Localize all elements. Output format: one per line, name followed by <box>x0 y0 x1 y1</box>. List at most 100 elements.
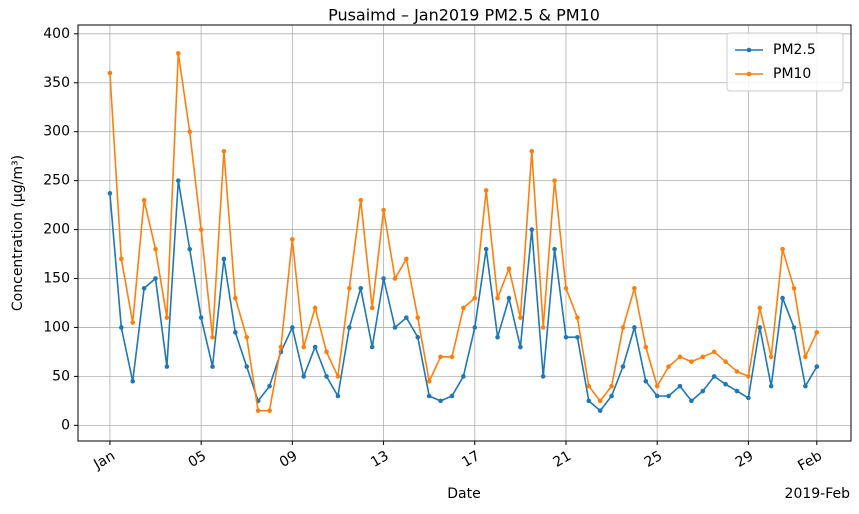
point <box>609 393 614 399</box>
legend-label: PM10 <box>773 66 811 82</box>
point <box>369 305 375 311</box>
point <box>746 395 751 401</box>
point <box>689 398 694 404</box>
point <box>768 383 774 389</box>
x-tick-label: 17 <box>459 448 482 471</box>
point <box>495 295 500 301</box>
point <box>723 359 728 365</box>
point <box>791 325 797 330</box>
point <box>803 354 808 360</box>
point <box>335 393 341 399</box>
point <box>187 129 193 134</box>
y-tick-label: 50 <box>52 368 70 384</box>
point <box>369 344 375 350</box>
point <box>312 344 318 350</box>
point <box>119 325 124 330</box>
point <box>244 334 250 340</box>
point <box>461 374 466 379</box>
point <box>643 344 649 350</box>
point <box>255 408 261 413</box>
point <box>278 344 284 350</box>
point <box>529 227 535 232</box>
point <box>734 369 740 374</box>
point <box>164 315 170 320</box>
point <box>654 393 660 399</box>
point <box>438 398 443 404</box>
point <box>814 364 820 369</box>
point <box>312 305 318 311</box>
point <box>632 286 637 291</box>
point <box>734 388 740 394</box>
y-tick-label: 200 <box>43 222 70 238</box>
x-tick-label: 13 <box>368 448 391 471</box>
series-line <box>109 53 818 412</box>
point <box>700 354 706 360</box>
point <box>187 246 193 252</box>
point <box>301 344 307 350</box>
y-axis-label: Concentration (µg/m³) <box>10 155 26 311</box>
point <box>723 381 728 387</box>
point <box>221 148 227 154</box>
point <box>540 325 546 330</box>
point <box>358 197 364 203</box>
point <box>290 325 295 330</box>
point <box>244 364 250 369</box>
y-tick-label: 100 <box>43 319 70 335</box>
point <box>746 374 751 379</box>
point <box>233 295 238 301</box>
point <box>506 266 512 272</box>
point <box>347 286 352 291</box>
point <box>267 408 272 413</box>
point <box>141 197 147 203</box>
y-tick-label: 350 <box>43 75 70 91</box>
point <box>381 207 386 213</box>
point <box>609 383 614 389</box>
point <box>597 408 603 413</box>
point <box>575 315 580 320</box>
point <box>700 388 706 394</box>
point <box>210 364 215 369</box>
point <box>791 286 797 291</box>
point <box>677 354 683 360</box>
point <box>415 334 421 340</box>
point <box>426 378 432 384</box>
point <box>404 315 409 320</box>
point <box>666 364 671 369</box>
point <box>141 286 147 291</box>
point <box>358 286 364 291</box>
point <box>495 334 500 340</box>
point <box>449 354 455 360</box>
point <box>552 246 557 252</box>
point <box>780 246 785 252</box>
point <box>176 178 181 183</box>
point <box>620 364 626 369</box>
chart-title: Pusaimd – Jan2019 PM2.5 & PM10 <box>328 6 600 25</box>
plot-frame <box>77 24 852 442</box>
point <box>198 315 204 320</box>
point <box>347 325 352 330</box>
point <box>233 330 238 335</box>
point <box>449 393 455 399</box>
point <box>540 374 546 379</box>
point <box>814 330 820 335</box>
point <box>119 256 124 262</box>
legend-marker <box>746 47 752 53</box>
point <box>666 393 671 399</box>
point <box>472 295 478 301</box>
x-tick-label: 05 <box>186 448 209 471</box>
point <box>130 320 136 325</box>
point <box>506 295 512 301</box>
point <box>381 276 386 281</box>
point <box>461 305 466 311</box>
y-tick-label: 150 <box>43 271 70 287</box>
point <box>677 383 683 389</box>
point <box>438 354 443 360</box>
legend-label: PM2.5 <box>773 42 816 58</box>
y-tick-label: 400 <box>43 26 70 42</box>
point <box>130 378 136 384</box>
point <box>780 295 785 301</box>
point <box>757 305 763 311</box>
point <box>198 227 204 232</box>
point <box>290 237 295 242</box>
